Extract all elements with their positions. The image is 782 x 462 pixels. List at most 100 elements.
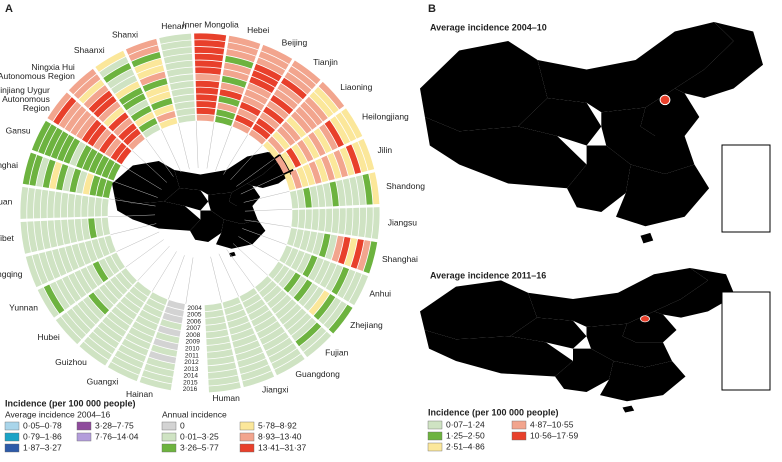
heat-cell <box>229 321 252 335</box>
heat-cell <box>118 344 146 363</box>
province-label: Guizhou <box>55 357 87 367</box>
heat-cell <box>94 197 102 217</box>
heat-cell <box>195 80 220 89</box>
province-label-line: Guizhou <box>55 357 87 367</box>
spoke <box>195 121 199 169</box>
province-label: Ningxia Hui Autonomous Region <box>0 62 75 81</box>
heat-cell <box>169 80 194 91</box>
province-label: Jiangxi <box>262 385 289 395</box>
heat-cell <box>257 321 281 339</box>
legend-swatch <box>76 432 92 442</box>
heat-cell <box>141 370 173 384</box>
heat-cell <box>27 221 38 253</box>
heat-cell <box>349 176 360 206</box>
legend-label: 3·28–7·75 <box>95 420 134 430</box>
panel-label: B <box>428 3 436 15</box>
heat-cell <box>107 69 135 89</box>
heat-cell <box>349 274 369 306</box>
heat-cell <box>251 70 279 88</box>
heat-cell <box>248 304 270 321</box>
heat-cell <box>61 219 71 245</box>
legend-label: 8·93–13·40 <box>258 431 302 441</box>
province-label-line: Jilin <box>377 145 392 155</box>
heat-cell <box>344 237 358 267</box>
heat-cell <box>267 136 285 154</box>
heat-cell <box>93 326 120 349</box>
province-label-line: Tianjin <box>313 57 338 67</box>
heat-cell <box>115 81 141 100</box>
legend-label: 1·25–2·50 <box>446 430 485 440</box>
heat-cell <box>365 207 373 239</box>
year-label: 2011 <box>185 352 199 359</box>
heat-cell <box>232 120 251 134</box>
heat-cell <box>314 259 331 285</box>
heat-cell <box>219 89 243 101</box>
heat-cell <box>88 292 110 315</box>
heat-cell <box>333 150 348 178</box>
heat-cell <box>322 182 333 207</box>
heat-cell <box>114 350 144 369</box>
spoke <box>137 245 170 281</box>
heat-cell <box>62 166 75 192</box>
heat-cell <box>163 53 193 64</box>
heat-cell <box>149 292 168 306</box>
heat-cell <box>291 209 299 228</box>
heat-cell <box>73 74 101 99</box>
heat-cell <box>330 116 351 145</box>
heat-cell <box>363 241 378 274</box>
heat-cell <box>128 45 160 62</box>
heat-cell <box>107 362 139 382</box>
legend-label: 10·56–17·59 <box>530 430 578 440</box>
heat-cell <box>166 67 193 77</box>
heat-cell <box>279 245 293 264</box>
heat-cell <box>329 181 339 207</box>
year-label: 2010 <box>185 346 200 353</box>
heat-cell <box>62 275 81 302</box>
heat-cell <box>81 218 91 240</box>
heat-cell <box>296 252 312 274</box>
legend-swatch <box>239 432 255 442</box>
heat-cell <box>76 145 92 169</box>
heat-cell <box>296 166 309 188</box>
province-label: Qinghai <box>0 160 18 170</box>
spoke <box>244 219 291 228</box>
heat-cell <box>82 148 98 171</box>
heat-cell <box>47 220 58 248</box>
heat-cell <box>205 329 229 339</box>
province-label: Tianjin <box>313 57 338 67</box>
heat-cell <box>369 172 380 205</box>
heat-cell <box>274 354 305 376</box>
heat-cell <box>81 119 102 143</box>
heat-cell <box>139 376 172 391</box>
province-label-line: Sichuan <box>0 197 13 207</box>
heat-cell <box>128 134 145 150</box>
heat-cell <box>316 184 326 208</box>
heat-cell <box>308 161 322 184</box>
province-label-line: Guangxi <box>87 377 119 387</box>
heat-cell <box>358 138 375 171</box>
heat-cell <box>93 128 112 150</box>
heat-cell <box>142 303 163 318</box>
heat-cell <box>216 109 236 120</box>
province-label-line: Hebei <box>247 25 269 35</box>
heat-cell <box>226 49 256 63</box>
heat-cell <box>244 89 268 105</box>
heat-cell <box>304 209 312 230</box>
heat-cell <box>303 331 332 358</box>
heat-cell <box>205 316 226 325</box>
heat-cell <box>237 108 258 123</box>
heat-cell <box>280 151 295 171</box>
heat-cell <box>71 243 86 268</box>
heat-cell <box>113 117 133 136</box>
heat-cell <box>308 132 326 156</box>
heat-cell <box>104 137 122 158</box>
heat-cell <box>93 288 114 310</box>
heat-cell <box>261 44 293 64</box>
heat-cell <box>125 38 158 55</box>
spoke <box>238 236 279 262</box>
heat-cell <box>265 337 293 357</box>
heat-cell <box>70 110 92 136</box>
heat-cell <box>344 208 353 236</box>
heat-cell <box>72 304 96 330</box>
heat-cell <box>295 106 317 130</box>
